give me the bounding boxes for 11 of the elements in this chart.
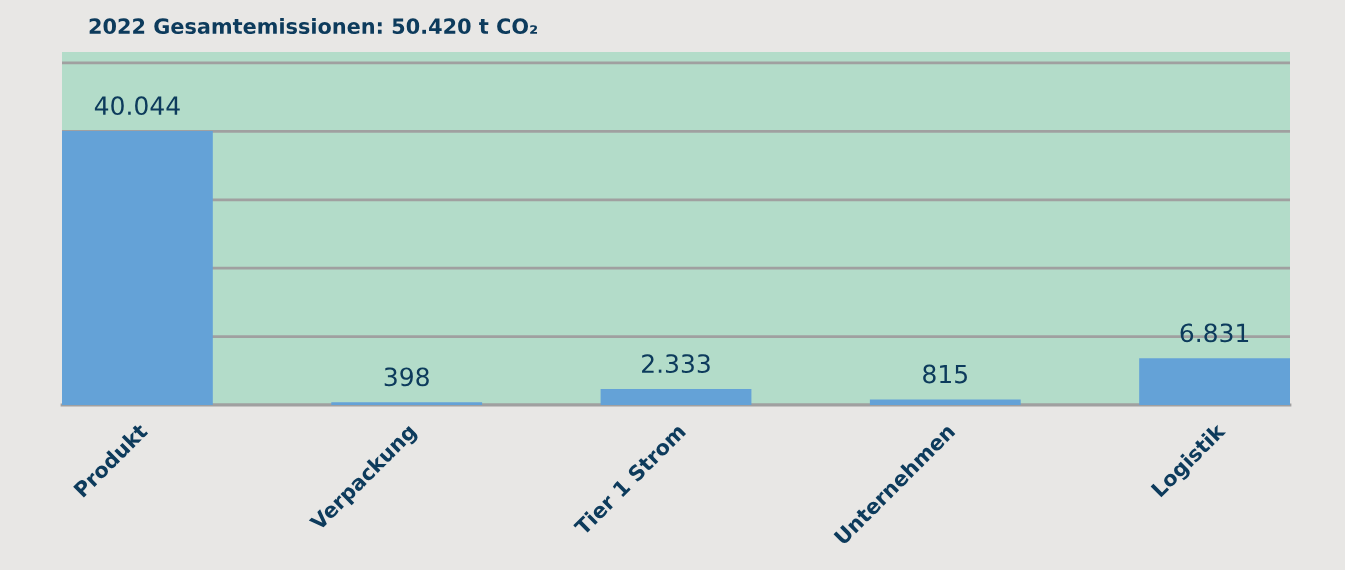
data-label: 815: [923, 364, 967, 384]
data-label: 40.044: [94, 96, 180, 116]
bar: [1139, 358, 1290, 405]
data-label: 398: [384, 367, 429, 387]
bar: [331, 402, 483, 405]
bar: [869, 399, 1021, 405]
data-label: 6.831: [1180, 323, 1249, 343]
bar: [62, 131, 213, 405]
chart-title: 2022 Gesamtemissionen: 50.420 t CO₂: [89, 17, 538, 35]
bar: [600, 389, 752, 405]
data-label: 2.333: [642, 354, 710, 374]
